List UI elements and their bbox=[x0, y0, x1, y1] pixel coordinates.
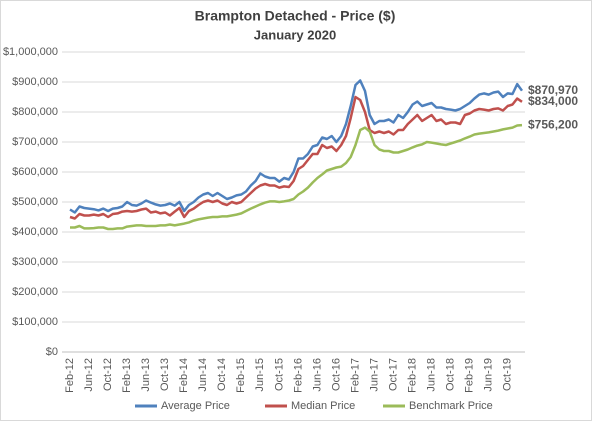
series-line bbox=[69, 79, 524, 214]
x-tick-label: Feb-12 bbox=[64, 358, 76, 393]
x-tick-label: Oct-17 bbox=[387, 358, 399, 391]
x-tick-label: Oct-13 bbox=[159, 358, 171, 391]
y-tick-label: $500,000 bbox=[12, 196, 58, 208]
x-tick-label: Oct-18 bbox=[445, 358, 457, 391]
x-tick-label: Oct-15 bbox=[273, 358, 285, 391]
x-tick-label: Oct-14 bbox=[216, 358, 228, 391]
value-label: $756,200 bbox=[528, 117, 578, 131]
x-tick-label: Feb-15 bbox=[235, 358, 247, 393]
y-tick-label: $800,000 bbox=[12, 106, 58, 118]
y-tick-label: $700,000 bbox=[12, 136, 58, 148]
y-tick-label: $100,000 bbox=[12, 316, 58, 328]
x-tick-label: Jun-18 bbox=[426, 358, 438, 392]
x-tick-label: Feb-17 bbox=[349, 358, 361, 393]
y-tick-label: $900,000 bbox=[12, 76, 58, 88]
x-tick-label: Feb-16 bbox=[292, 358, 304, 393]
x-tick-label: Oct-19 bbox=[502, 358, 514, 391]
x-tick-label: Jun-14 bbox=[197, 358, 209, 392]
x-tick-label: Jun-13 bbox=[140, 358, 152, 392]
x-tick-label: Feb-13 bbox=[121, 358, 133, 393]
legend-label: Median Price bbox=[291, 400, 355, 412]
x-tick-label: Oct-12 bbox=[102, 358, 114, 391]
y-tick-label: $200,000 bbox=[12, 286, 58, 298]
legend-label: Benchmark Price bbox=[409, 400, 493, 412]
y-tick-label: $0 bbox=[46, 346, 58, 358]
x-tick-label: Jun-17 bbox=[368, 358, 380, 392]
x-tick-label: Feb-19 bbox=[464, 358, 476, 393]
legend-label: Average Price bbox=[161, 400, 230, 412]
y-tick-label: $600,000 bbox=[12, 166, 58, 178]
y-tick-label: $400,000 bbox=[12, 226, 58, 238]
series-line bbox=[70, 123, 523, 231]
x-tick-label: Oct-16 bbox=[330, 358, 342, 391]
x-tick-label: Feb-14 bbox=[178, 358, 190, 393]
chart-title: Brampton Detached - Price ($) bbox=[195, 8, 396, 24]
y-tick-label: $1,000,000 bbox=[3, 46, 58, 58]
x-tick-label: Feb-18 bbox=[406, 358, 418, 393]
value-label: $870,970 bbox=[528, 83, 578, 97]
x-tick-label: Jun-19 bbox=[483, 358, 495, 392]
y-tick-label: $300,000 bbox=[12, 256, 58, 268]
x-tick-label: Jun-16 bbox=[311, 358, 323, 392]
chart-subtitle: January 2020 bbox=[254, 27, 336, 42]
x-tick-label: Jun-12 bbox=[83, 358, 95, 392]
x-tick-label: Jun-15 bbox=[254, 358, 266, 392]
value-label: $834,000 bbox=[528, 94, 578, 108]
series-line bbox=[69, 95, 523, 220]
